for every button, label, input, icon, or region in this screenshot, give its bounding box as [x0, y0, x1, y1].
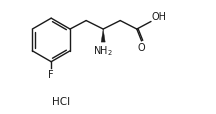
Polygon shape: [101, 30, 105, 43]
Text: O: O: [137, 42, 145, 52]
Text: HCl: HCl: [52, 97, 70, 107]
Text: NH$_2$: NH$_2$: [93, 44, 113, 58]
Text: OH: OH: [151, 11, 167, 21]
Text: F: F: [48, 70, 54, 80]
